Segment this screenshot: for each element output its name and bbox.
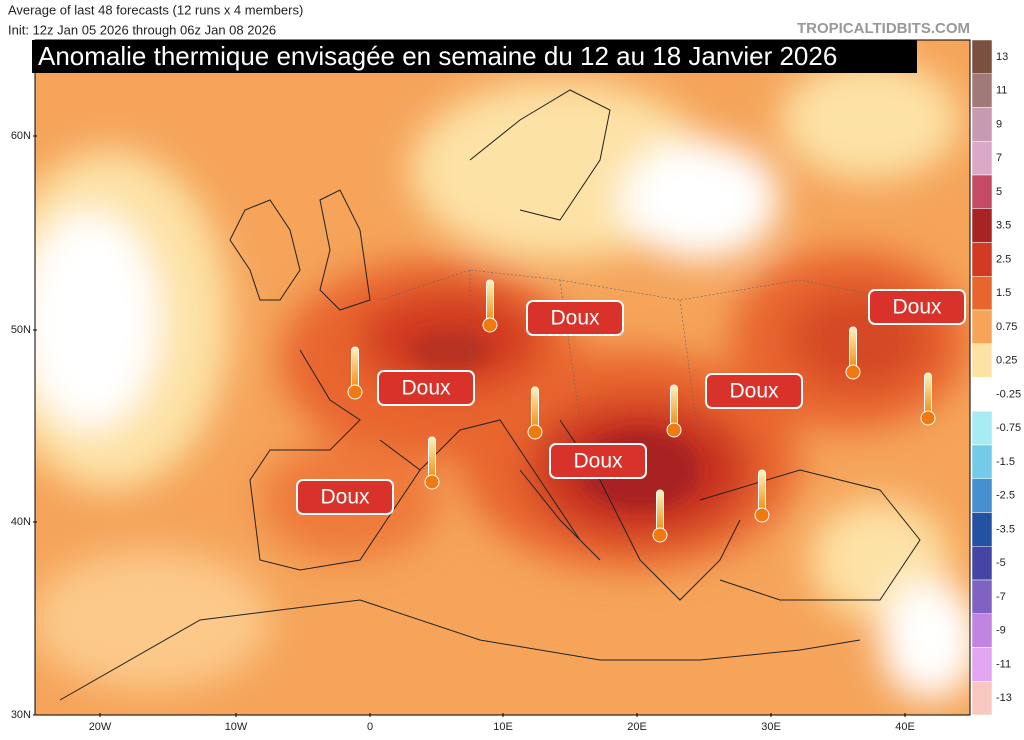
colorbar-swatch (971, 73, 993, 108)
thermometer-bulb (424, 474, 440, 490)
colorbar-swatch (971, 343, 993, 378)
colorbar-label: -0.25 (996, 388, 1021, 400)
thermometer-tube (758, 469, 766, 513)
colorbar-swatch (971, 377, 993, 412)
lat-label: 50N (11, 324, 31, 336)
colorbar-swatch (971, 276, 993, 311)
colorbar-label: -7 (996, 591, 1006, 603)
map-area (35, 40, 970, 715)
colorbar-label: 9 (996, 118, 1002, 130)
colorbar-label: -1.5 (996, 456, 1015, 468)
lon-label: 20E (627, 721, 647, 733)
label-text: Doux (550, 307, 600, 330)
label-text: Doux (892, 296, 942, 319)
header-line: Average of last 48 forecasts (12 runs x … (8, 2, 303, 17)
colorbar-swatch (971, 444, 993, 479)
colorbar-swatch (971, 309, 993, 344)
colorbar-label: 5 (996, 186, 1002, 198)
lon-label: 10E (493, 721, 513, 733)
thermometer-icon (347, 346, 363, 400)
thermometer-icon (652, 489, 668, 543)
thermometer-tube (656, 489, 664, 533)
colorbar-label: 0.75 (996, 321, 1017, 333)
thermometer-icon (754, 469, 770, 523)
colorbar-swatch (971, 512, 993, 547)
thermometer-tube (486, 279, 494, 323)
thermometer-bulb (754, 507, 770, 523)
colorbar-swatch (971, 141, 993, 176)
lat-label: 60N (11, 130, 31, 142)
thermometer-bulb (666, 422, 682, 438)
thermometer-icon (527, 386, 543, 440)
thermometer-bulb (347, 384, 363, 400)
lat-label: 40N (11, 516, 31, 528)
thermometer-icon (666, 384, 682, 438)
colorbar-label: -9 (996, 625, 1006, 637)
thermometer-bulb (652, 527, 668, 543)
colorbar-label: -5 (996, 557, 1006, 569)
header-line: Init: 12z Jan 05 2026 through 06z Jan 08… (8, 22, 276, 37)
colorbar-swatch (971, 478, 993, 513)
colorbar-label: -13 (996, 692, 1012, 704)
lon-label: 10W (225, 721, 248, 733)
lat-label: 30N (11, 709, 31, 721)
title-background (32, 40, 917, 73)
colorbar-label: 3.5 (996, 220, 1011, 232)
colorbar-swatch (971, 613, 993, 648)
colorbar-swatch (971, 242, 993, 277)
thermometer-tube (531, 386, 539, 430)
thermometer-tube (428, 436, 436, 480)
label-box (868, 289, 966, 325)
thermometer-bulb (527, 424, 543, 440)
thermometer-tube (351, 346, 359, 390)
label-box (705, 373, 803, 409)
lon-label: 30E (761, 721, 781, 733)
colorbar-label: -0.75 (996, 422, 1021, 434)
thermometer-bulb (920, 410, 936, 426)
colorbar-label: 1.5 (996, 287, 1011, 299)
thermometer-icon (482, 279, 498, 333)
thermometer-tube (849, 326, 857, 370)
colorbar-label: 11 (996, 85, 1007, 97)
colorbar-swatch (971, 107, 993, 142)
label-box (526, 300, 624, 336)
coastlines (59, 89, 921, 701)
colorbar-swatch (971, 39, 993, 74)
thermometer-tube (924, 372, 932, 416)
colorbar-swatch (971, 208, 993, 243)
colorbar-swatch (971, 681, 993, 716)
colorbar-swatch (971, 411, 993, 446)
lon-label: 0 (367, 721, 373, 733)
colorbar-label: 2.5 (996, 253, 1011, 265)
thermometer-icon (845, 326, 861, 380)
label-box (296, 479, 394, 515)
label-text: Doux (320, 486, 370, 509)
title: Anomalie thermique envisagée en semaine … (38, 41, 837, 71)
colorbar-label: 0.25 (996, 355, 1017, 367)
thermometer-icon (424, 436, 440, 490)
watermark: TROPICALTIDBITS.COM (797, 20, 970, 37)
thermometer-icon (920, 372, 936, 426)
colorbar-label: -3.5 (996, 523, 1015, 535)
label-box (377, 370, 475, 406)
colorbar-label: 13 (996, 51, 1008, 63)
colorbar-swatch (971, 647, 993, 682)
colorbar-swatch (971, 174, 993, 209)
colorbar-label: 7 (996, 152, 1002, 164)
thermometer-tube (670, 384, 678, 428)
colorbar-swatch (971, 546, 993, 581)
thermometer-bulb (845, 364, 861, 380)
colorbar-label: -2.5 (996, 490, 1015, 502)
label-text: Doux (573, 450, 623, 473)
label-box (549, 443, 647, 479)
colorbar-swatch (971, 579, 993, 614)
label-text: Doux (401, 377, 451, 400)
lon-label: 20W (89, 721, 112, 733)
thermometer-bulb (482, 317, 498, 333)
colorbar-label: -11 (996, 658, 1011, 670)
label-text: Doux (729, 380, 779, 403)
lon-label: 40E (895, 721, 915, 733)
